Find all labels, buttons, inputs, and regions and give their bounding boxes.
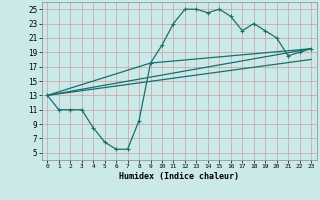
X-axis label: Humidex (Indice chaleur): Humidex (Indice chaleur) — [119, 172, 239, 181]
